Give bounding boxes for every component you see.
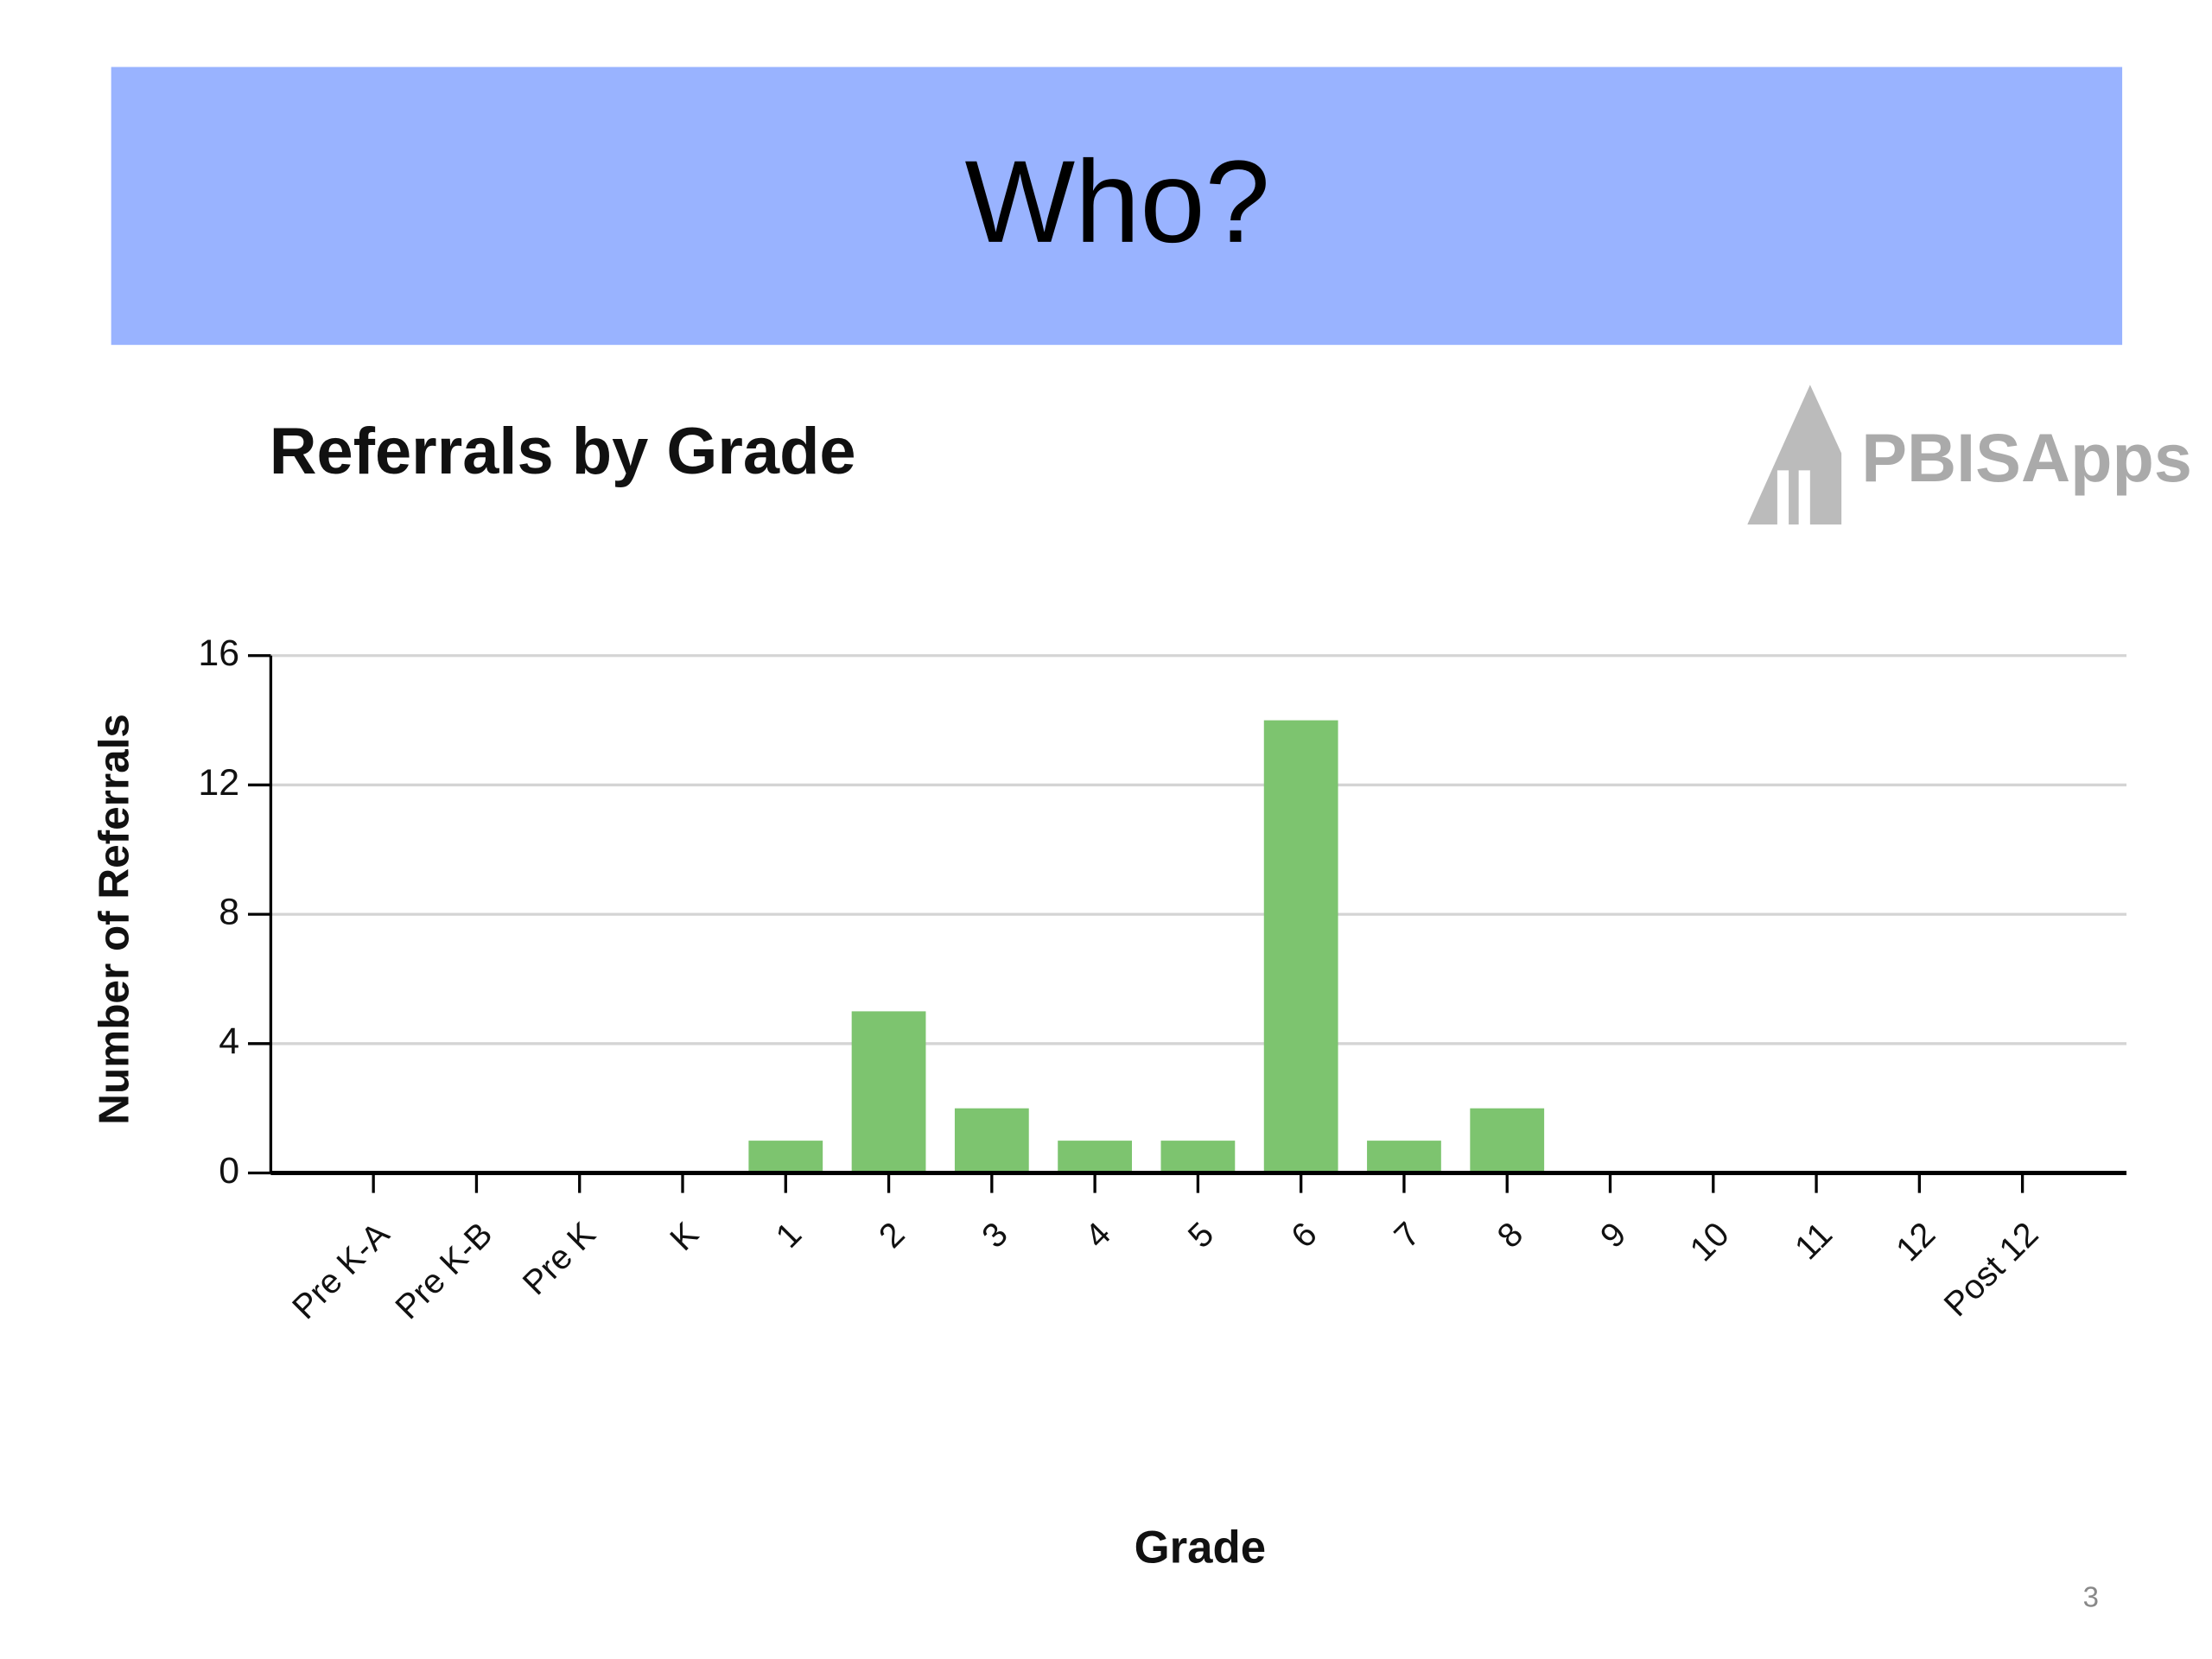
x-tick-label: 6 — [1284, 1215, 1325, 1255]
logo-text: PBISApps — [1861, 419, 2192, 496]
y-tick-label: 12 — [198, 762, 239, 804]
logo-mark — [1747, 385, 1842, 525]
bar — [954, 1108, 1029, 1173]
x-tick-label: 11 — [1788, 1215, 1840, 1267]
x-tick-label: 10 — [1682, 1215, 1736, 1268]
title-band — [111, 67, 2123, 346]
x-tick-label: 3 — [975, 1215, 1015, 1255]
logo-gap — [1798, 470, 1810, 525]
y-tick-label: 4 — [219, 1020, 239, 1062]
x-tick-label: 2 — [872, 1215, 912, 1255]
bar — [1367, 1141, 1441, 1173]
y-tick-label: 16 — [198, 632, 239, 674]
x-tick-label: Post 12 — [1937, 1215, 2046, 1324]
page-number: 3 — [2083, 1580, 2099, 1612]
x-tick-label: 8 — [1490, 1215, 1530, 1255]
bar — [851, 1011, 926, 1173]
x-tick-label: Pre K-A — [285, 1215, 397, 1327]
x-tick-label: 5 — [1181, 1215, 1222, 1255]
bar — [1263, 720, 1338, 1173]
x-tick-label: 9 — [1593, 1215, 1634, 1255]
bar — [748, 1141, 823, 1173]
x-tick-label: 12 — [1889, 1215, 1942, 1268]
y-tick-label: 8 — [219, 891, 239, 932]
bar — [1160, 1141, 1236, 1173]
x-tick-label: Pre K-B — [388, 1215, 499, 1326]
chart-title: Referrals by Grade — [270, 415, 856, 488]
x-tick-label: Pre K — [516, 1215, 603, 1302]
logo-gap — [1777, 470, 1789, 525]
x-tick-label: K — [663, 1215, 706, 1258]
bar — [1470, 1108, 1545, 1173]
logo: PBISApps — [1747, 385, 2192, 525]
y-tick-label: 0 — [219, 1150, 239, 1192]
x-tick-label: 7 — [1387, 1215, 1427, 1255]
x-tick-label: 4 — [1077, 1215, 1118, 1255]
bar — [1058, 1141, 1132, 1173]
x-axis-label: Grade — [1135, 1522, 1267, 1573]
x-tick-label: 1 — [769, 1215, 810, 1255]
slide-title: Who? — [965, 137, 1270, 267]
y-axis-label: Number of Referrals — [90, 714, 137, 1125]
